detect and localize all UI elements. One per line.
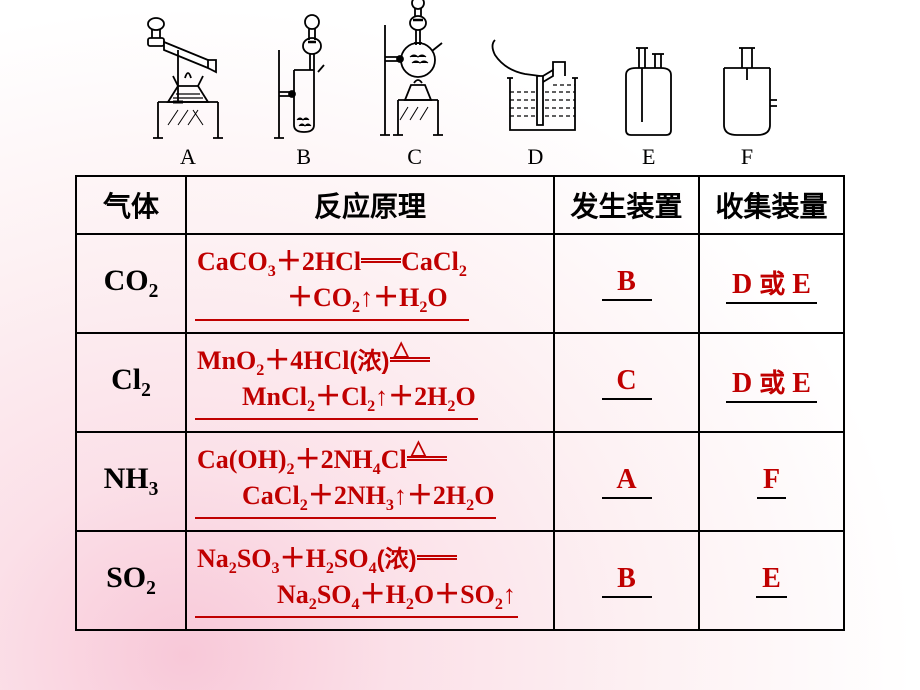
apparatus-label-E: E — [642, 144, 655, 170]
gas-cell: Cl2 — [76, 333, 186, 432]
apparatus-C: C — [370, 0, 460, 170]
apparatus-label-F: F — [741, 144, 753, 170]
table-row: CO2CaCO3＋2HClCaCl2＋CO2↑＋H2OBD 或 E — [76, 234, 844, 333]
collector-cell: D 或 E — [699, 333, 844, 432]
apparatus-A: A — [138, 10, 238, 170]
table-row: SO2Na2SO3＋H2SO4(浓)Na2SO4＋H2O＋SO2↑BE — [76, 531, 844, 630]
apparatus-label-D: D — [527, 144, 543, 170]
apparatus-D: D — [485, 30, 585, 170]
generator-cell: B — [554, 531, 699, 630]
gas-table: 气体 反应原理 发生装置 收集装量 CO2CaCO3＋2HClCaCl2＋CO2… — [75, 175, 845, 631]
apparatus-label-C: C — [407, 144, 422, 170]
gas-cell: CO2 — [76, 234, 186, 333]
apparatus-F: F — [712, 40, 782, 170]
apparatus-label-A: A — [180, 144, 196, 170]
table-row: Cl2MnO2＋4HCl(浓)△MnCl2＋Cl2↑＋2H2OCD 或 E — [76, 333, 844, 432]
apparatus-label-B: B — [296, 144, 311, 170]
header-collector: 收集装量 — [699, 176, 844, 234]
apparatus-B: B — [264, 10, 344, 170]
header-generator: 发生装置 — [554, 176, 699, 234]
apparatus-diagrams: A B — [95, 10, 825, 170]
collector-cell: F — [699, 432, 844, 531]
gas-cell: SO2 — [76, 531, 186, 630]
gas-cell: NH3 — [76, 432, 186, 531]
table-row: NH3Ca(OH)2＋2NH4Cl△CaCl2＋2NH3↑＋2H2OAF — [76, 432, 844, 531]
equation-cell: CaCO3＋2HClCaCl2＋CO2↑＋H2O — [186, 234, 554, 333]
equation-cell: Na2SO3＋H2SO4(浓)Na2SO4＋H2O＋SO2↑ — [186, 531, 554, 630]
header-principle: 反应原理 — [186, 176, 554, 234]
generator-cell: B — [554, 234, 699, 333]
collector-cell: D 或 E — [699, 234, 844, 333]
apparatus-E: E — [611, 40, 686, 170]
generator-cell: A — [554, 432, 699, 531]
header-gas: 气体 — [76, 176, 186, 234]
generator-cell: C — [554, 333, 699, 432]
equation-cell: MnO2＋4HCl(浓)△MnCl2＋Cl2↑＋2H2O — [186, 333, 554, 432]
equation-cell: Ca(OH)2＋2NH4Cl△CaCl2＋2NH3↑＋2H2O — [186, 432, 554, 531]
collector-cell: E — [699, 531, 844, 630]
